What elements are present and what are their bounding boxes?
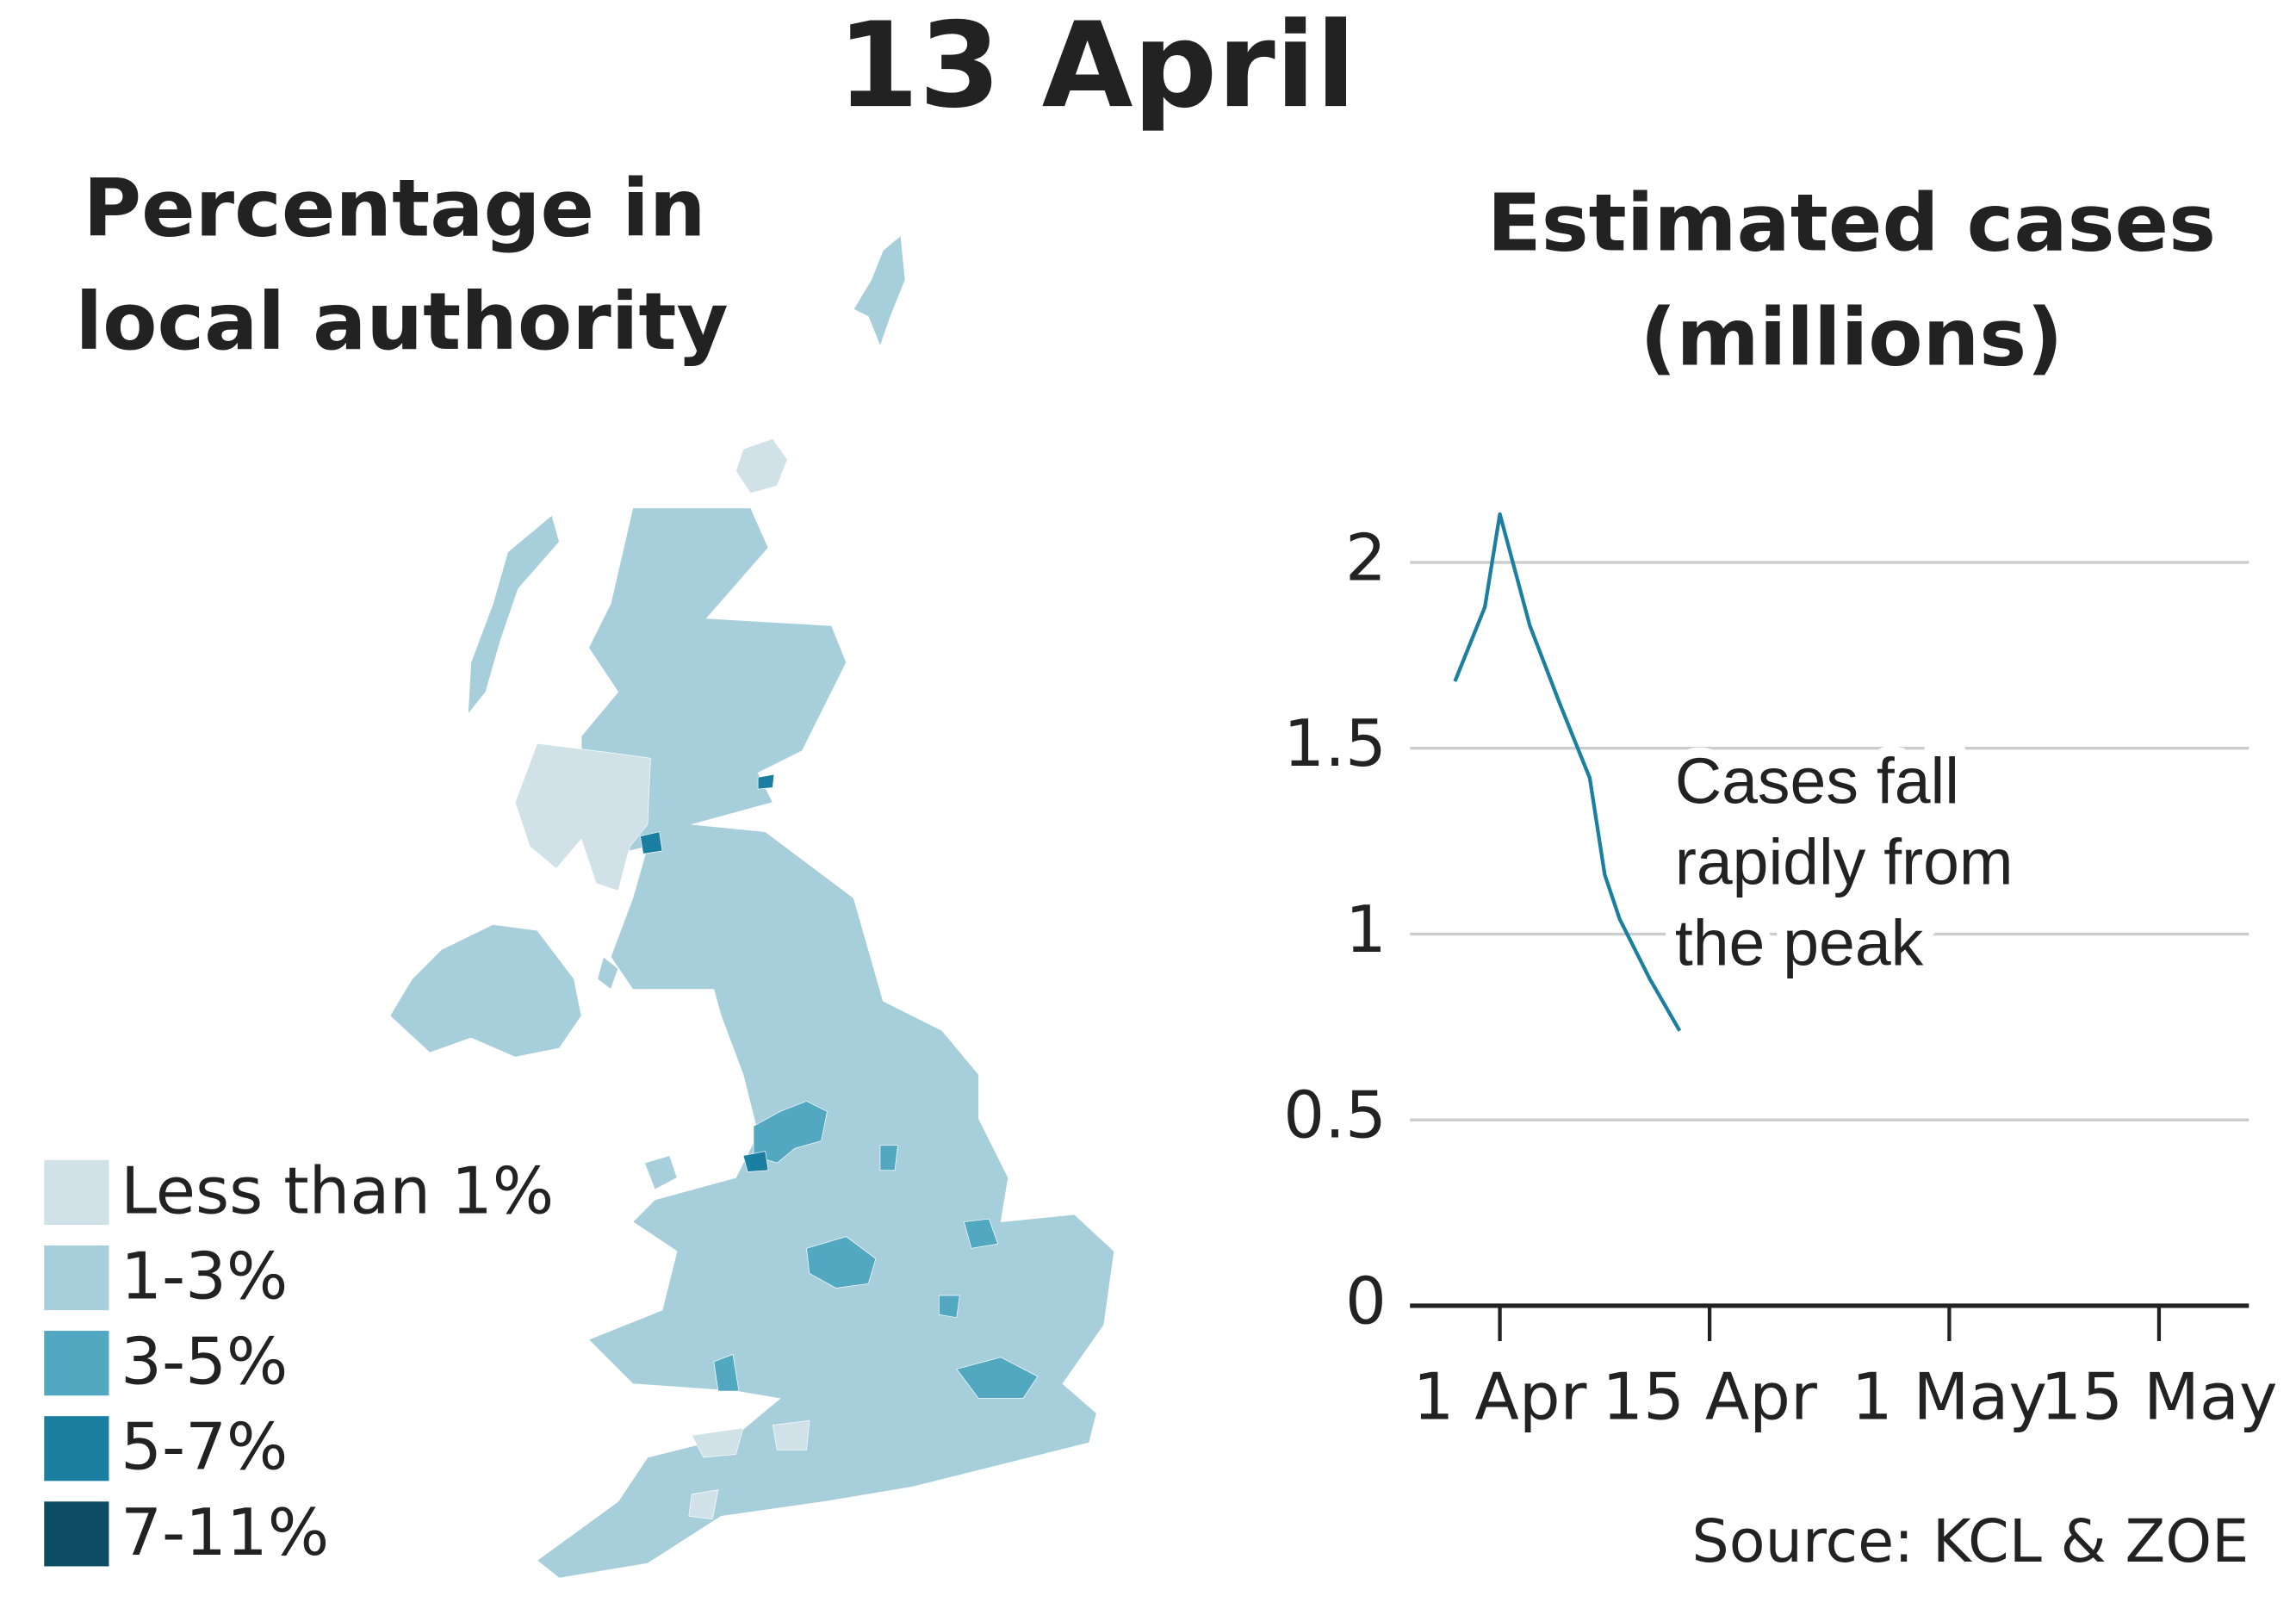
legend-swatch (44, 1245, 109, 1311)
annotation: Cases fall (1675, 745, 1959, 817)
chart-title: (millions) (1640, 291, 2063, 384)
map-region (963, 1218, 999, 1249)
annotation: the peak (1675, 907, 1924, 979)
map-region (514, 742, 651, 891)
map-region (468, 514, 560, 716)
map-title: Percentage in (83, 161, 705, 254)
series-line (1453, 512, 1682, 1032)
chart-title: Estimated cases (1487, 176, 2216, 269)
map-region (688, 1489, 719, 1520)
legend-swatch (44, 1501, 109, 1567)
legend-label: Less than 1% (121, 1152, 554, 1228)
map-region (644, 1155, 678, 1190)
legend-label: 3-5% (121, 1324, 288, 1400)
legend-swatch (44, 1331, 109, 1396)
annotation: rapidly from (1675, 826, 2014, 898)
map-region (806, 1236, 877, 1289)
legend-label: 5-7% (121, 1409, 288, 1485)
map-region (853, 234, 906, 347)
x-tick-label: 1 May (1852, 1359, 2047, 1435)
legend: Less than 1% 1-3% 3-5% 5-7% 7-11% (44, 1152, 554, 1570)
page-title: 13 April (837, 0, 1356, 134)
x-tick-label: 1 Apr (1413, 1359, 1587, 1435)
y-tick-label: 1.5 (1283, 705, 1387, 781)
map-region (537, 507, 1115, 1579)
map-title: local authority (75, 275, 728, 368)
source: Source: KCL & ZOE (1691, 1508, 2249, 1576)
map-region (772, 1419, 810, 1450)
y-tick-label: 0.5 (1283, 1078, 1387, 1153)
map-region (879, 1145, 898, 1171)
map-region (389, 924, 582, 1058)
y-tick-label: 1 (1345, 891, 1387, 967)
map-region (597, 956, 619, 991)
y-tick-label: 0 (1345, 1263, 1387, 1339)
legend-label: 1-3% (121, 1238, 288, 1314)
x-tick-label: 15 May (2040, 1359, 2277, 1435)
map (389, 234, 1115, 1579)
map-region (938, 1295, 960, 1319)
map-region (713, 1353, 740, 1392)
y-tick-label: 2 (1345, 519, 1387, 595)
map-region (757, 773, 775, 790)
legend-swatch (44, 1159, 109, 1225)
legend-swatch (44, 1416, 109, 1481)
map-region (956, 1357, 1039, 1399)
map-region (735, 438, 788, 494)
map-region (640, 831, 663, 854)
map-region (742, 1151, 769, 1172)
legend-label: 7-11% (121, 1494, 329, 1570)
x-tick-label: 15 Apr (1602, 1359, 1817, 1435)
map-region (691, 1427, 744, 1458)
